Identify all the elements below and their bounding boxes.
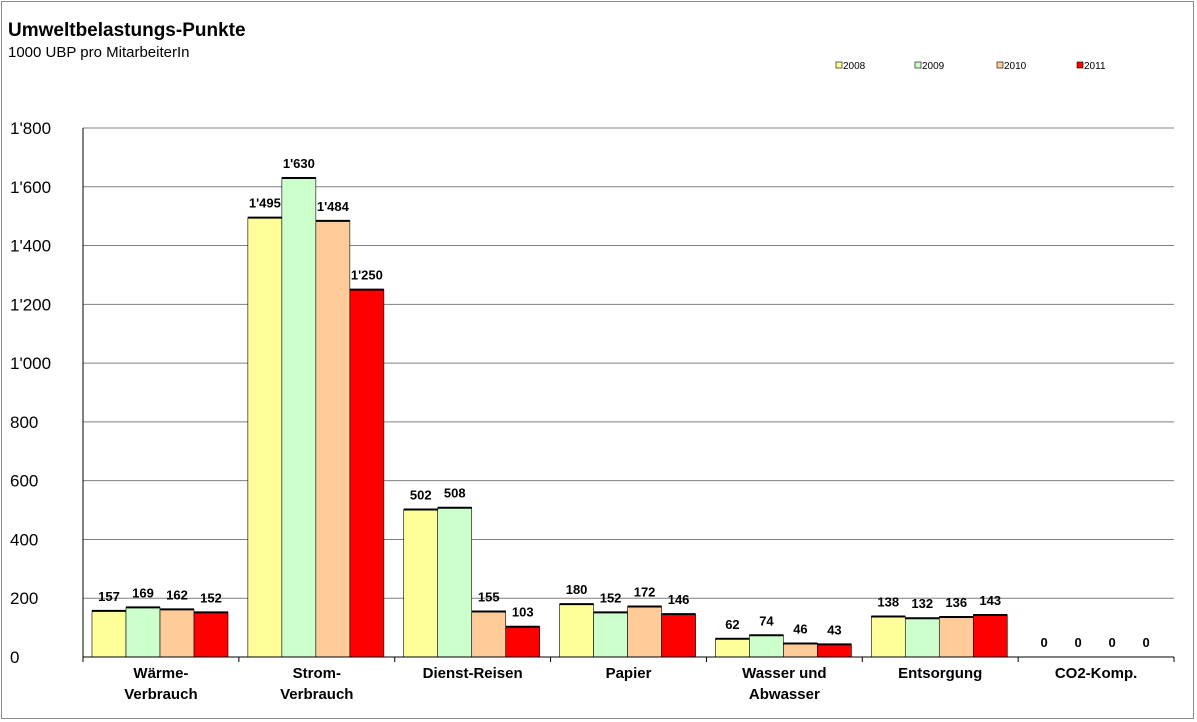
bar bbox=[627, 606, 662, 658]
bar bbox=[972, 614, 1008, 658]
legend-label: 2010 bbox=[1004, 61, 1027, 72]
bar bbox=[661, 613, 696, 658]
legend-label: 2011 bbox=[1084, 61, 1106, 72]
y-tick-label: 1'000 bbox=[10, 354, 51, 373]
legend-swatch bbox=[835, 61, 843, 69]
data-label: 0 bbox=[1143, 635, 1150, 650]
bar bbox=[938, 616, 974, 658]
bar bbox=[715, 638, 750, 658]
data-label: 502 bbox=[410, 487, 432, 502]
data-label: 180 bbox=[566, 582, 588, 597]
x-tick-label: Verbrauch bbox=[124, 686, 197, 703]
data-label: 152 bbox=[600, 590, 622, 605]
chart-title: Umweltbelastungs-Punkte bbox=[8, 20, 246, 41]
x-tick-label: Dienst-Reisen bbox=[423, 665, 523, 682]
data-label: 152 bbox=[200, 590, 222, 605]
y-tick-label: 1'400 bbox=[10, 237, 51, 256]
bar bbox=[471, 611, 507, 658]
legend-swatch bbox=[996, 61, 1004, 69]
y-tick-label: 400 bbox=[10, 530, 38, 549]
bar bbox=[193, 612, 229, 658]
y-tick-label: 1'600 bbox=[10, 178, 51, 197]
data-label: 132 bbox=[911, 596, 933, 611]
bar bbox=[593, 612, 628, 658]
bar bbox=[749, 634, 784, 658]
legend-label: 2008 bbox=[843, 61, 866, 72]
bar bbox=[505, 626, 541, 658]
y-tick-label: 200 bbox=[10, 589, 38, 608]
data-label: 157 bbox=[98, 589, 120, 604]
data-label: 103 bbox=[512, 605, 534, 620]
data-label: 172 bbox=[634, 584, 656, 599]
data-label: 143 bbox=[979, 593, 1001, 608]
bar bbox=[281, 177, 317, 658]
data-label: 508 bbox=[444, 486, 466, 501]
y-tick-label: 600 bbox=[10, 472, 38, 491]
legend-swatch bbox=[1076, 61, 1084, 69]
x-tick-label: Abwasser bbox=[749, 686, 820, 703]
data-label: 155 bbox=[478, 589, 500, 604]
x-tick-label: Wärme- bbox=[133, 665, 188, 682]
data-label: 162 bbox=[166, 587, 188, 602]
data-label: 74 bbox=[759, 613, 774, 628]
y-tick-label: 0 bbox=[10, 648, 19, 667]
data-label: 136 bbox=[945, 595, 967, 610]
bar bbox=[817, 644, 852, 658]
legend-swatch bbox=[914, 61, 922, 69]
bar bbox=[870, 616, 906, 658]
data-label: 46 bbox=[793, 621, 807, 636]
y-tick-label: 1'200 bbox=[10, 295, 51, 314]
bar bbox=[159, 609, 195, 658]
x-tick-label: CO2-Komp. bbox=[1055, 665, 1138, 682]
bar bbox=[783, 643, 818, 658]
chart-subtitle: 1000 UBP pro MitarbeiterIn bbox=[8, 44, 190, 61]
bar bbox=[125, 607, 161, 658]
x-tick-label: Strom- bbox=[293, 665, 341, 682]
x-tick-label: Wasser und bbox=[742, 665, 826, 682]
data-label: 1'630 bbox=[283, 156, 315, 171]
bar bbox=[559, 603, 594, 658]
bar bbox=[247, 217, 283, 658]
bar bbox=[315, 220, 351, 658]
data-label: 0 bbox=[1041, 635, 1048, 650]
bar bbox=[904, 617, 940, 658]
data-label: 1'495 bbox=[249, 196, 281, 211]
y-tick-label: 1'800 bbox=[10, 119, 51, 138]
bar bbox=[91, 610, 127, 658]
data-label: 138 bbox=[877, 594, 899, 609]
data-label: 62 bbox=[725, 617, 739, 632]
legend-label: 2009 bbox=[922, 61, 945, 72]
x-tick-label: Entsorgung bbox=[898, 665, 982, 682]
data-label: 1'250 bbox=[351, 268, 383, 283]
data-label: 0 bbox=[1075, 635, 1082, 650]
bar bbox=[437, 507, 473, 658]
y-tick-label: 800 bbox=[10, 413, 38, 432]
x-tick-label: Verbrauch bbox=[280, 686, 353, 703]
data-label: 43 bbox=[827, 622, 841, 637]
x-tick-label: Papier bbox=[606, 665, 652, 682]
data-label: 146 bbox=[668, 592, 690, 607]
data-label: 169 bbox=[132, 585, 154, 600]
data-label: 1'484 bbox=[317, 199, 350, 214]
bar bbox=[349, 289, 385, 658]
bar bbox=[403, 509, 439, 658]
data-label: 0 bbox=[1109, 635, 1116, 650]
